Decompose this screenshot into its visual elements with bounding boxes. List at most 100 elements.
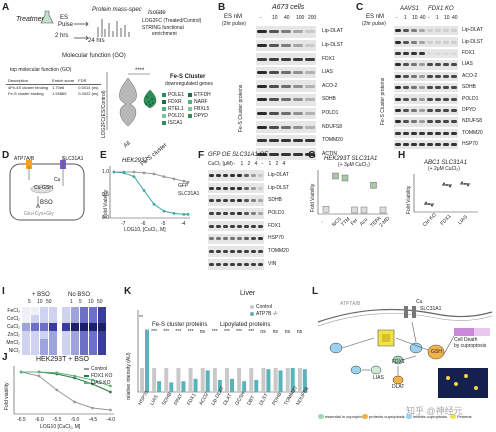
blot-strip (394, 48, 458, 59)
x-tick-label: -6.0 (35, 417, 44, 423)
fdx1-label-l: FDX1 (392, 359, 405, 365)
bar (237, 368, 242, 392)
protein-label: Lip-DLAT (322, 28, 343, 35)
heatmap-cell (62, 323, 70, 331)
data-point (19, 370, 23, 374)
heatmap-cell (40, 307, 48, 315)
box-plot-g (317, 170, 388, 215)
blot-band (269, 43, 279, 47)
by-cuproptosis-label: by cuproptosis (454, 343, 487, 349)
legend-item: FBXL5 (188, 106, 209, 112)
protein-label: FDX1 (322, 55, 335, 62)
protein-label: POLD1 (462, 95, 479, 102)
table-cell: 0.0014 (ns) (78, 85, 99, 90)
bar (200, 368, 205, 392)
dose-header: -1 10 40-1 10 40 (394, 16, 458, 24)
x-category-label: FDX1 (185, 392, 198, 407)
blot-band (305, 84, 315, 88)
panel-e-xlabel: LOG10, [CuCl₂, M] (124, 227, 166, 233)
blot-band (216, 186, 221, 190)
data-point (109, 408, 112, 412)
bar (290, 368, 295, 392)
blot-band (269, 98, 279, 102)
blot-band (403, 63, 409, 67)
x-tick-label: -6 (141, 221, 146, 227)
blot-band (251, 211, 256, 215)
group-fdx1ko-label: FDX1 KO (428, 6, 454, 12)
blot-band (411, 97, 417, 101)
blot-band (209, 262, 214, 266)
blot-band (230, 186, 235, 190)
blot-strip (394, 37, 458, 47)
heatmap-cell (62, 347, 70, 355)
blot-strip (394, 26, 458, 36)
legend-item: inhibits cuproptosis (406, 414, 447, 420)
protein-label: TOMM20 (322, 137, 343, 144)
blot-band (269, 84, 279, 88)
dose-label: - (260, 15, 262, 21)
protein-label: VIN (268, 260, 277, 267)
blot-band (427, 97, 433, 101)
protein-label: SDHB (268, 197, 282, 204)
bar (273, 368, 278, 392)
legend-item: essential in cuproptosis (318, 414, 367, 420)
x-ticks-e: -7 -6 -5 -4 (110, 222, 190, 228)
x-category-label: FDX1 (439, 213, 453, 227)
blot-band (216, 250, 221, 254)
blot-band (251, 224, 256, 228)
significance-label: *** (211, 329, 218, 335)
dose-label: 2 (275, 161, 279, 167)
heatmap-cell (22, 315, 30, 323)
blot-band (237, 262, 242, 266)
blot-band (258, 224, 263, 228)
panel-c-label: C (356, 2, 364, 13)
blot-band (419, 63, 425, 67)
blot-band (244, 211, 249, 215)
legend-item-label: POLD1 (168, 113, 185, 119)
blot-band (281, 139, 291, 143)
significance-label: ns (284, 329, 290, 335)
protein-label: POLD1 (268, 209, 285, 216)
blot-band (216, 237, 221, 241)
heatmap-cell (98, 307, 106, 315)
blot-band (293, 57, 303, 61)
fes-group-label: Fe-S cluster proteins (152, 322, 208, 328)
heatmap-column-label: 5 (28, 299, 31, 305)
data-point (73, 400, 77, 404)
dose-label: 40 (452, 15, 458, 21)
heatmap-row-label: NiCl₂ (8, 348, 20, 354)
blot-band (403, 29, 409, 33)
dose-label: 1 (268, 161, 272, 167)
x-category-label: DBT (246, 394, 257, 407)
blot-strip (208, 220, 264, 232)
es-pulse-label-2: Pulse (58, 22, 74, 28)
legend-item: FDX1 KO (84, 373, 112, 379)
x-categories-h: Ctrl KO FDX1 LIAS (414, 212, 478, 230)
blot-band (427, 86, 433, 90)
blot-band (411, 131, 417, 135)
blot-band (403, 143, 409, 147)
protein-label: SDHB (322, 96, 336, 103)
cuproptosis-model-diagram (317, 306, 493, 398)
blot-band (443, 74, 449, 78)
y-tick-label: 0.5 (102, 192, 109, 198)
box-plot-h (413, 174, 478, 213)
blot-band (435, 74, 441, 78)
legend-j: Control FDX1 KO LIAS KO (84, 366, 124, 388)
significance-k: ** *** *** *** *** ns *** *** *** *** ns ns ns ns (138, 316, 308, 336)
significance-label: *** (224, 329, 230, 335)
blot-band (230, 173, 235, 177)
blot-band (411, 86, 417, 90)
lias-label-l: LIAS (373, 375, 384, 381)
glu-cys-gly-label: Glu+Cys+Gly (24, 211, 54, 217)
legend-item: Control (250, 304, 272, 310)
significance-label: ns (260, 329, 266, 335)
heatmap-row-label: CuCl₂ (6, 324, 20, 330)
heatmap-cell (98, 347, 106, 355)
x-tick-label: -7 (121, 221, 126, 227)
bar (164, 368, 169, 392)
panel-h-title: ABC1 SLC31A1 (424, 160, 468, 166)
blot-strip (394, 117, 458, 127)
blot-band (443, 143, 449, 147)
blot-band (403, 120, 409, 124)
